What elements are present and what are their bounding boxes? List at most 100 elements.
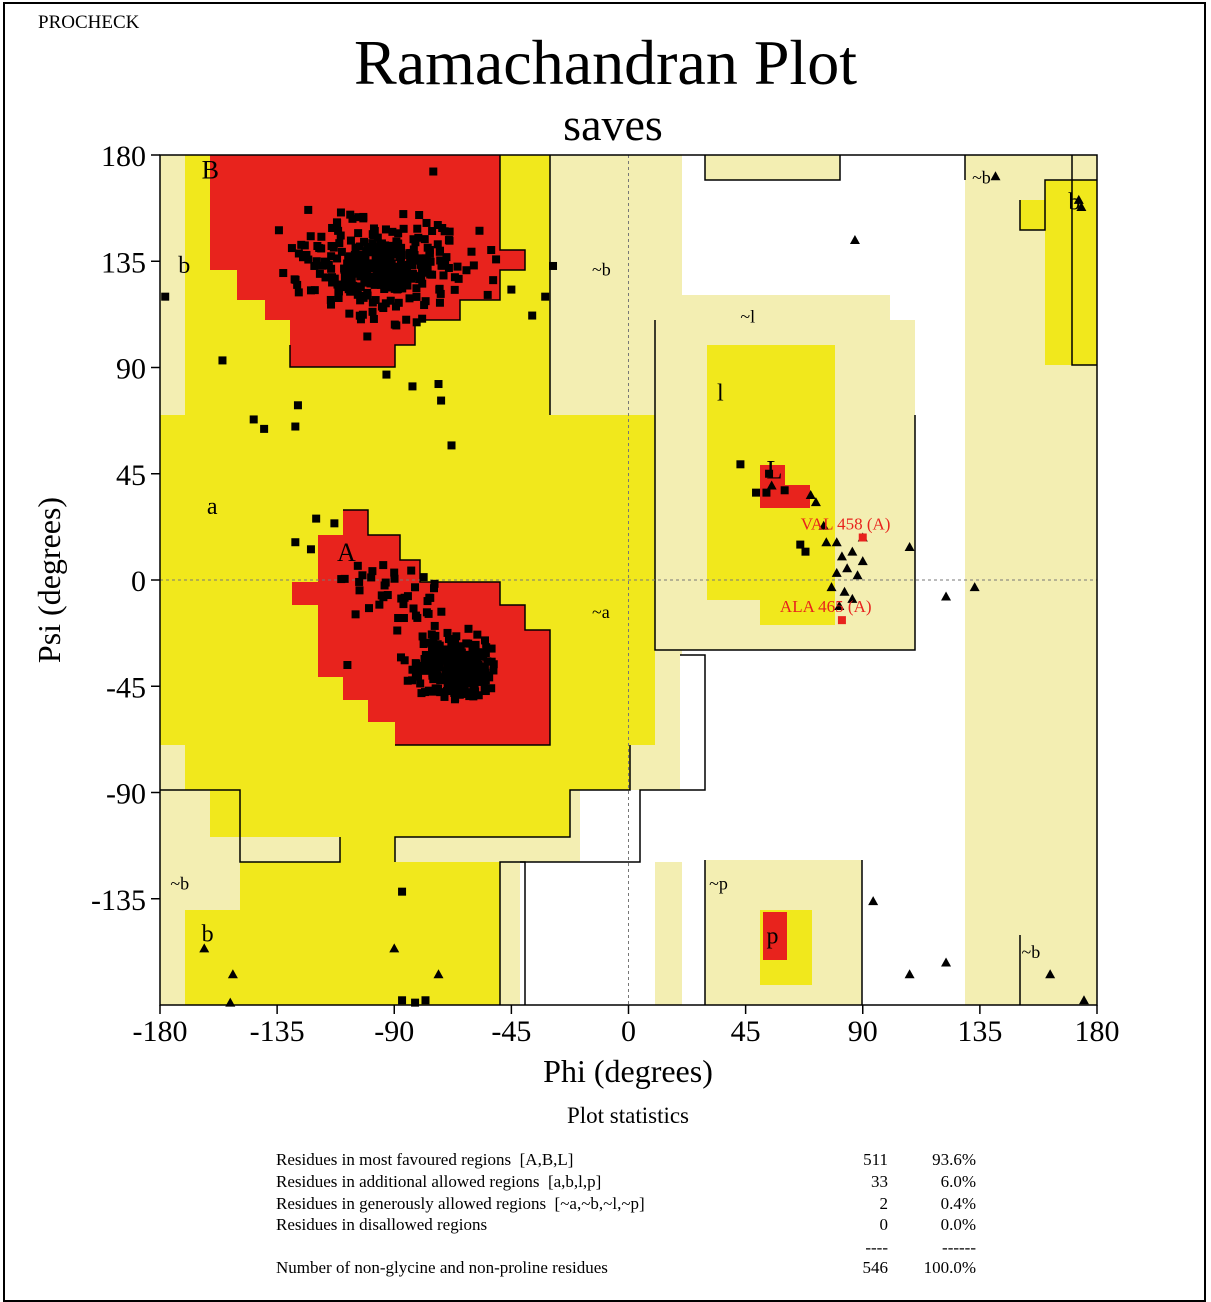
residue-point [383,591,392,600]
residue-point [466,652,475,661]
residue-point [447,441,456,450]
residue-point [441,668,450,677]
region-borders [160,155,1097,1005]
residue-point [399,614,408,623]
residue-point [429,675,438,684]
core-region [368,700,550,722]
glycine-point [847,546,858,556]
glycine-point [842,563,853,573]
residue-point [528,311,537,320]
residue-point [411,998,420,1007]
residue-point [399,224,408,233]
residue-point [426,257,435,266]
residue-point [274,226,283,235]
region-border [289,155,526,368]
residue-point [402,315,411,324]
residue-point [353,561,362,570]
residue-point [345,309,354,318]
residue-point [474,691,483,700]
residue-point [458,656,467,665]
core-region [265,300,460,320]
residue-point [453,669,462,678]
stat-percent: 100.0% [923,1258,976,1277]
region-border [160,789,341,863]
residue-point [378,265,387,274]
residue-point [333,280,342,289]
residue-point [358,291,367,300]
residue-point [541,292,550,301]
residue-point [317,244,326,253]
x-tick-label: -45 [491,1015,531,1048]
residue-point [403,676,412,685]
residue-point [448,679,457,688]
residue-point [487,657,496,666]
residue-point [378,248,387,257]
region-labels: Bb ~baA~a~llL~bb~bb~pp~b [170,156,1080,962]
residue-point [462,676,471,685]
residue-point [444,635,453,644]
residue-point [364,243,373,252]
residue-point [426,270,435,279]
residue-point [430,649,439,658]
residue-point [327,300,336,309]
residue-point [411,583,420,592]
residue-point [161,292,170,301]
residue-point [418,266,427,275]
residue-point [397,594,406,603]
residue-point [421,650,430,659]
residue-point [425,593,434,602]
residue-point [388,227,397,236]
residue-point [355,586,364,595]
residue-point [422,254,431,263]
residue-point [337,283,346,292]
residue-point [410,250,419,259]
glycine-point [990,171,1001,181]
residue-point [435,285,444,294]
residue-point [396,245,405,254]
residue-point [344,254,353,263]
allowed-region [1045,180,1097,365]
residue-point [436,289,445,298]
residue-point [364,604,373,613]
residue-point [429,167,438,176]
residue-point [481,668,490,677]
y-tick-label: 45 [116,459,146,492]
outlier-points: VAL 458 (A) ALA 465 (A) [780,515,890,625]
residue-point [334,293,343,302]
residue-point [330,519,339,528]
residue-point [380,285,389,294]
residue-point [796,540,805,549]
residue-point [423,264,432,273]
residue-point [377,591,386,600]
residue-point [464,639,473,648]
residue-point [418,260,427,269]
residue-point [452,632,461,641]
disallowed-region [520,862,655,1005]
residue-point [469,689,478,698]
residue-point [304,205,313,214]
residue-point [429,633,438,642]
residue-point [354,269,363,278]
residue-point [376,273,385,282]
residue-point [369,314,378,323]
residue-point [365,259,374,268]
residue-point [377,253,386,262]
region-label: A [337,538,356,567]
residue-point [409,235,418,244]
residue-point [387,250,396,259]
stat-label: Residues in most favoured regions [A,B,L… [276,1150,574,1169]
y-tick-label: -90 [106,778,146,811]
region-label: ~p [709,873,728,893]
residue-point [360,237,369,246]
residue-point [260,424,269,433]
residue-point [406,254,415,263]
residue-point [464,624,473,633]
residue-point [762,488,771,497]
residue-point [335,239,344,248]
residue-point [436,256,445,265]
core-region [318,535,400,560]
residue-point [304,255,313,264]
residue-point [318,261,327,270]
outlier-label: ALA 465 (A) [780,597,872,616]
residue-point [437,607,446,616]
